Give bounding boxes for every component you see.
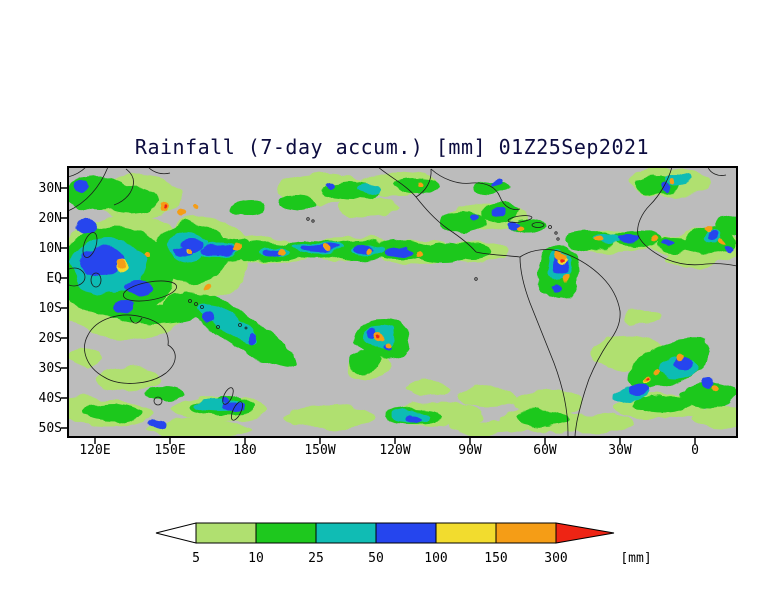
colorbar-segment	[375, 522, 437, 544]
colorbar-unit-label: [mm]	[620, 551, 650, 566]
lat-tick-label: EQ	[46, 271, 62, 286]
lon-tick-label: 90W	[458, 443, 482, 458]
rain-level-150-300	[118, 178, 727, 392]
plot-title: Rainfall (7-day accum.) [mm] 01Z25Sep202…	[134, 135, 650, 159]
colorbar-under-arrow	[155, 522, 197, 544]
lon-tick-label: 150W	[304, 443, 336, 458]
colorbar: 5 10 25 50 100 150 300 [mm]	[155, 522, 650, 566]
lat-tick-label: 10N	[38, 241, 62, 256]
lon-tick-label: 120E	[79, 443, 111, 458]
colorbar-tick-label: 5	[192, 551, 200, 566]
lon-tick-label: 0	[691, 443, 699, 458]
map-frame	[67, 166, 738, 438]
colorbar-segment	[255, 522, 317, 544]
lon-tick-label: 180	[233, 443, 257, 458]
lat-tick-label: 50S	[38, 421, 62, 436]
colorbar-over-arrow	[555, 522, 615, 544]
lon-tick-label: 60W	[533, 443, 557, 458]
lat-tick-label: 30N	[38, 181, 62, 196]
colorbar-tick-label: 150	[484, 551, 507, 566]
colorbar-tick-label: 10	[248, 551, 264, 566]
rainfall-map	[61, 166, 738, 444]
lat-tick-label: 40S	[38, 391, 62, 406]
colorbar-segment	[435, 522, 497, 544]
colorbar-tick-label: 50	[368, 551, 384, 566]
colorbar-tick-label: 300	[544, 551, 567, 566]
lon-axis-ticks	[94, 437, 696, 444]
lon-tick-label: 30W	[608, 443, 632, 458]
rain-level-over-300	[163, 207, 651, 381]
colorbar-tick-label: 100	[424, 551, 447, 566]
colorbar-segment	[495, 522, 557, 544]
rain-field	[68, 168, 737, 437]
lat-tick-label: 20N	[38, 211, 62, 226]
lat-tick-label: 10S	[38, 301, 62, 316]
colorbar-segment	[195, 522, 257, 544]
lon-tick-label: 120W	[379, 443, 411, 458]
lat-tick-label: 20S	[38, 331, 62, 346]
lat-axis-ticks	[61, 187, 68, 429]
colorbar-tick-label: 25	[308, 551, 324, 566]
lon-tick-label: 150E	[154, 443, 186, 458]
rain-level-50-100	[75, 177, 732, 427]
colorbar-segment	[315, 522, 377, 544]
lat-tick-label: 30S	[38, 361, 62, 376]
coastlines	[68, 167, 737, 437]
